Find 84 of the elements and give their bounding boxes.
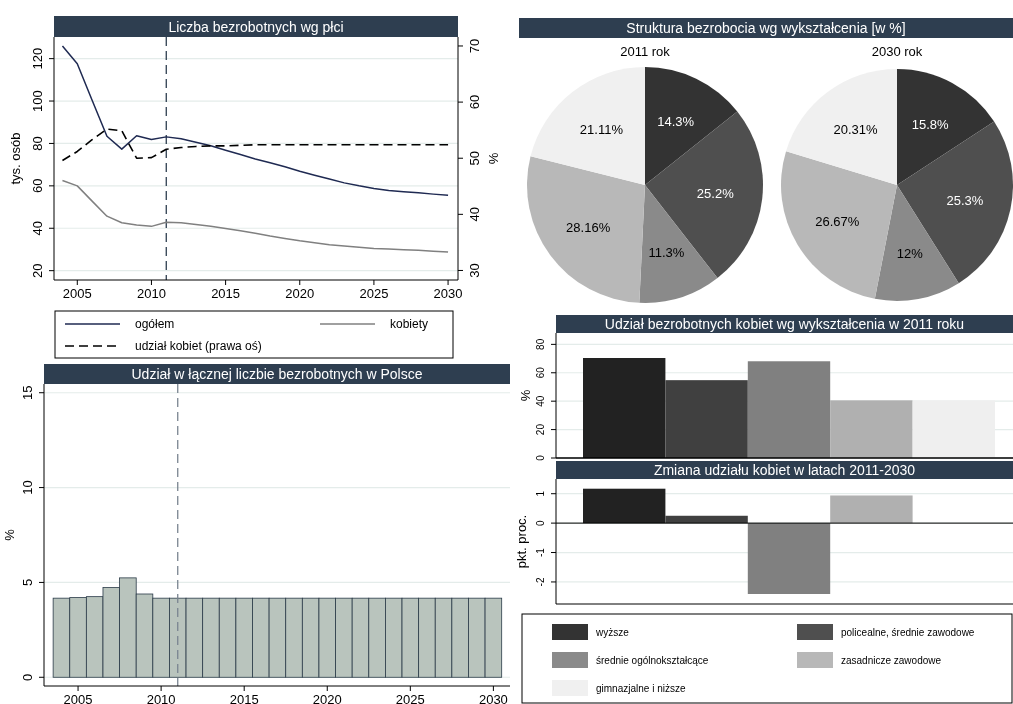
x-tick-label: 2025	[395, 692, 425, 704]
x-tick-label: 2015	[229, 692, 259, 704]
data-label: 28.16%	[566, 220, 611, 236]
x-tick-label: 2020	[285, 286, 315, 301]
legend-label: udział kobiet (prawa oś)	[135, 339, 262, 353]
y-axis-title: tys. osób	[8, 132, 23, 185]
x-tick-label: 2020	[312, 692, 342, 704]
data-label: 25.2%	[696, 186, 735, 202]
y-tick-label: -1	[535, 547, 546, 557]
data-label: 14.3%	[657, 114, 695, 130]
y-tick-label: 60	[30, 178, 45, 194]
chart-subtitle: 2030 rok	[871, 44, 923, 59]
x-tick-label: 2010	[136, 286, 166, 301]
data-label: 25.3%	[946, 192, 984, 208]
legend-label: gimnazjalne i niższe	[596, 683, 686, 694]
y-tick-label: 20	[535, 423, 546, 436]
y2-tick-label: 70	[467, 38, 482, 54]
data-label: 20.31%	[833, 122, 879, 138]
y-tick-label: -2	[535, 577, 546, 587]
pie-slice	[645, 67, 738, 185]
pie-slice	[645, 111, 763, 279]
y2-tick-label: 30	[467, 263, 482, 278]
legend-label: średnie ogólnokształcące	[596, 655, 709, 666]
chart-title: Zmiana udziału kobiet w latach 2011-2030	[653, 462, 916, 478]
y-tick-label: 80	[535, 338, 546, 350]
y-tick-label: 100	[30, 90, 45, 112]
y-tick-label: 0	[20, 673, 35, 681]
y-tick-label: 120	[30, 47, 45, 70]
pie-slice	[897, 69, 995, 185]
y-tick-label: 40	[30, 221, 45, 236]
data-label: 11.3%	[648, 245, 685, 261]
data-label: 21.11%	[579, 122, 624, 138]
x-tick-label: 2015	[211, 286, 241, 301]
legend-label: zasadnicze zawodowe	[841, 655, 942, 666]
line-series	[61, 45, 449, 196]
pie-slice	[781, 151, 897, 299]
y-tick-label: 1	[535, 490, 546, 497]
legend-label: policealne, średnie zawodowe	[841, 627, 975, 638]
x-tick-label: 2030	[478, 692, 508, 704]
y-tick-label: 15	[20, 385, 35, 400]
legend-label: kobiety	[390, 317, 429, 331]
bar	[830, 495, 913, 524]
y2-tick-label: 50	[467, 150, 482, 166]
bar	[583, 488, 666, 524]
pie-slice	[527, 156, 645, 303]
y-axis-title: pkt. proc.	[514, 514, 529, 569]
bar	[747, 523, 831, 594]
bar	[830, 400, 913, 458]
chart-title: Liczba bezrobotnych wg płci	[168, 18, 344, 35]
data-label: 12%	[896, 246, 924, 262]
chart-title: Struktura bezrobocia wg wykształcenia [w %]	[626, 20, 906, 36]
y-tick-label: 60	[535, 366, 546, 379]
data-label: 15.8%	[911, 116, 949, 132]
line-series	[61, 128, 449, 162]
y-tick-label: 80	[30, 136, 45, 151]
y-tick-label: 10	[20, 480, 35, 495]
pie-slice	[897, 121, 1013, 284]
y-axis-title: %	[518, 389, 533, 402]
chart-title: Udział w łącznej liczbie bezrobotnych w Polsce	[131, 366, 423, 382]
pie-slice	[786, 69, 897, 185]
bar	[583, 358, 666, 458]
y-axis-title: %	[2, 528, 17, 541]
bar	[747, 361, 831, 458]
chart-title: Udział bezrobotnych kobiet wg wykształcenia w 2011 roku	[604, 316, 965, 332]
x-tick-label: 2005	[62, 286, 92, 301]
y2-axis-title: %	[486, 152, 501, 165]
y-tick-label: 0	[535, 519, 546, 526]
line-series	[61, 179, 449, 253]
pie-slice	[530, 67, 645, 185]
y-tick-label: 5	[20, 578, 35, 587]
chart-subtitle: 2011 rok	[620, 44, 671, 59]
x-tick-label: 2030	[433, 286, 463, 301]
x-tick-label: 2025	[359, 286, 389, 301]
bar	[665, 380, 748, 458]
y2-tick-label: 40	[467, 207, 482, 222]
legend-label: wyższe	[595, 627, 630, 638]
y-tick-label: 20	[30, 263, 45, 278]
y-tick-label: 0	[535, 454, 546, 461]
data-label: 26.67%	[815, 213, 860, 229]
y-tick-label: 40	[535, 395, 546, 407]
x-tick-label: 2005	[63, 692, 93, 704]
y2-tick-label: 60	[467, 94, 482, 110]
legend-label: ogółem	[135, 317, 175, 331]
x-tick-label: 2010	[146, 692, 176, 704]
